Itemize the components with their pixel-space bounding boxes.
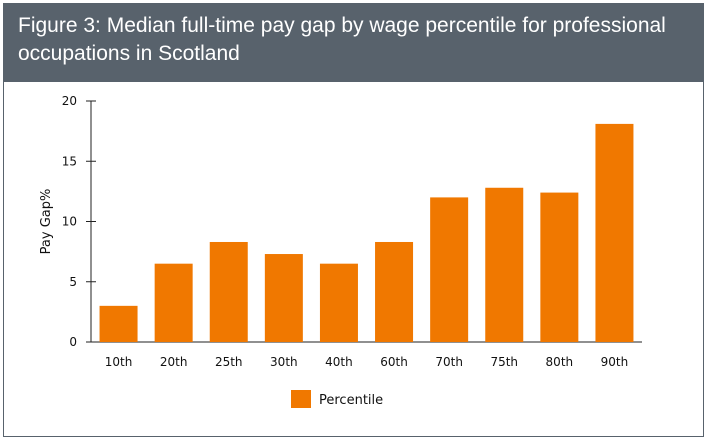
y-axis-title: Pay Gap% xyxy=(39,189,54,255)
bar xyxy=(209,241,248,342)
bar xyxy=(99,305,138,342)
chart-bars xyxy=(99,123,634,343)
bar xyxy=(595,123,634,343)
y-tick-label: 20 xyxy=(62,94,77,108)
y-tick-label: 10 xyxy=(62,215,77,229)
x-tick-label: 30th xyxy=(270,355,298,369)
figure-header: Figure 3: Median full-time pay gap by wa… xyxy=(4,4,703,82)
x-tick-label: 60th xyxy=(380,355,408,369)
bar xyxy=(319,263,358,342)
bar xyxy=(154,263,193,342)
x-tick-label: 10th xyxy=(105,355,133,369)
x-tick-label: 20th xyxy=(160,355,188,369)
bar xyxy=(485,187,524,342)
x-tick-label: 70th xyxy=(435,355,463,369)
y-tick-label: 15 xyxy=(62,154,77,168)
x-tick-label: 25th xyxy=(215,355,243,369)
x-tick-label: 40th xyxy=(325,355,353,369)
x-tick-label: 75th xyxy=(490,355,518,369)
figure-title: Figure 3: Median full-time pay gap by wa… xyxy=(18,14,666,65)
bar xyxy=(540,192,579,342)
y-tick-label: 0 xyxy=(69,335,77,349)
chart-legend: Percentile xyxy=(291,390,383,408)
bar xyxy=(264,254,303,342)
x-tick-label: 80th xyxy=(546,355,574,369)
bar xyxy=(430,197,469,342)
x-tick-label: 90th xyxy=(601,355,629,369)
legend-label: Percentile xyxy=(319,393,383,408)
legend-swatch xyxy=(291,390,311,408)
bar xyxy=(375,241,414,342)
y-tick-label: 5 xyxy=(69,275,77,289)
chart-labels: 0 5 10 15 20 Pay Gap% 10th 20th 25th 30th 40th 60th… xyxy=(39,94,628,369)
figure-frame: Figure 3: Median full-time pay gap by wa… xyxy=(3,3,704,437)
